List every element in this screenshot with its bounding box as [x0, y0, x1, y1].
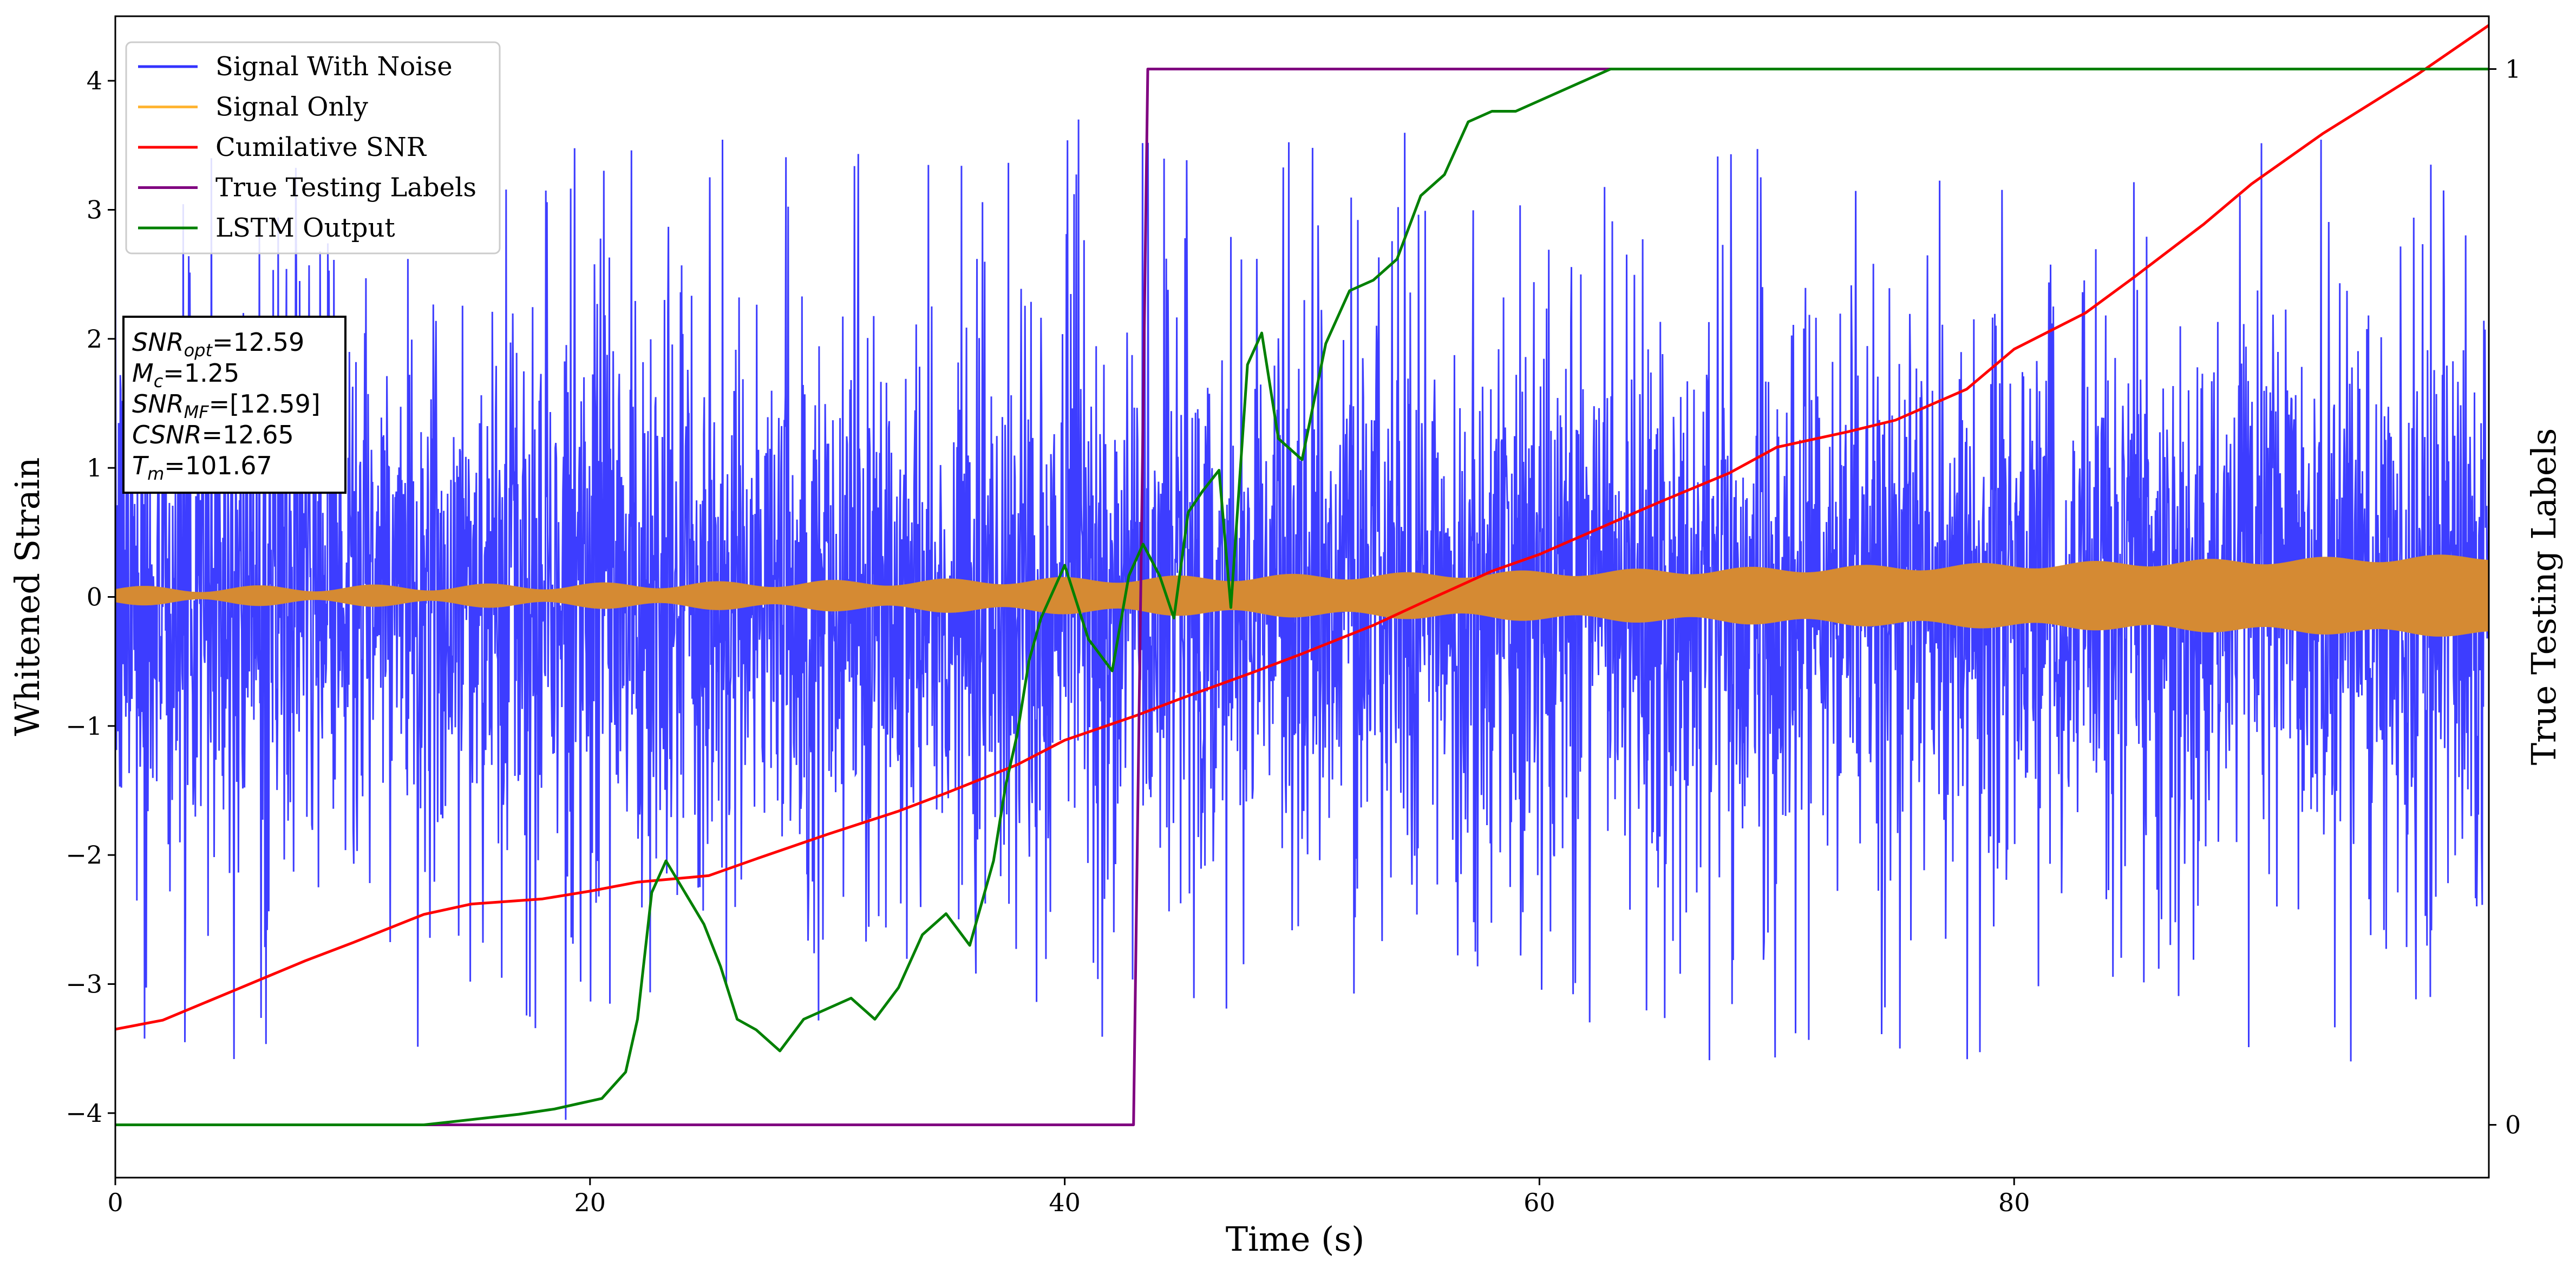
legend-entry-label: True Testing Labels — [215, 173, 476, 203]
lstm-output-line — [115, 68, 2489, 1126]
y-tick-label: 4 — [87, 66, 102, 95]
legend-frame — [125, 41, 501, 254]
y-tick-label: −2 — [66, 840, 102, 870]
x-tick-label: 0 — [107, 1188, 123, 1217]
y-tick-label: 1 — [87, 453, 102, 482]
x-axis-label: Time (s) — [1226, 1219, 1365, 1259]
x-tick-label: 60 — [1524, 1188, 1555, 1217]
y-tick-label: 2 — [87, 324, 102, 354]
plot-clip-group — [115, 24, 2489, 1126]
y-axis-right-label: True Testing Labels — [2524, 428, 2564, 766]
legend-entry-label: Cumilative SNR — [215, 132, 427, 162]
x-tick-label: 20 — [574, 1188, 606, 1217]
series-layer — [115, 24, 2489, 1126]
y-tick-label: 3 — [87, 195, 102, 225]
x-tick-label: 80 — [1998, 1188, 2030, 1217]
y-right-tick-label: 0 — [2505, 1110, 2521, 1140]
y-tick-label: −3 — [66, 970, 102, 999]
legend-entry-label: LSTM Output — [215, 213, 395, 243]
x-tick-label: 40 — [1049, 1188, 1081, 1217]
legend: Signal With Noise Signal Only Cumilative S… — [125, 41, 501, 254]
annotation-line: Tm=101.67 — [132, 451, 272, 484]
annotation-frame — [122, 316, 346, 494]
annotation-line: CSNR=12.65 — [132, 420, 294, 449]
annotation-box: SNRopt=12.59Mc=1.25SNRMF=[12.59]CSNR=12.… — [122, 316, 346, 494]
signal-only-line — [115, 554, 2489, 637]
y-axis-label: Whitened Strain — [8, 458, 47, 736]
y-right-tick-label: 1 — [2505, 55, 2521, 84]
cumulative-snr-line — [115, 24, 2489, 1031]
annotation-line: SNRopt=12.59 — [132, 328, 304, 361]
legend-entry-label: Signal With Noise — [215, 51, 453, 82]
y-tick-label: 0 — [87, 583, 102, 612]
y-tick-label: −4 — [66, 1099, 102, 1128]
legend-entry-label: Signal Only — [215, 92, 368, 122]
signal-with-noise-line — [115, 119, 2489, 1120]
annotation-line: SNRMF=[12.59] — [132, 389, 321, 422]
y-tick-label: −1 — [66, 711, 102, 741]
annotation-line: Mc=1.25 — [132, 358, 239, 391]
